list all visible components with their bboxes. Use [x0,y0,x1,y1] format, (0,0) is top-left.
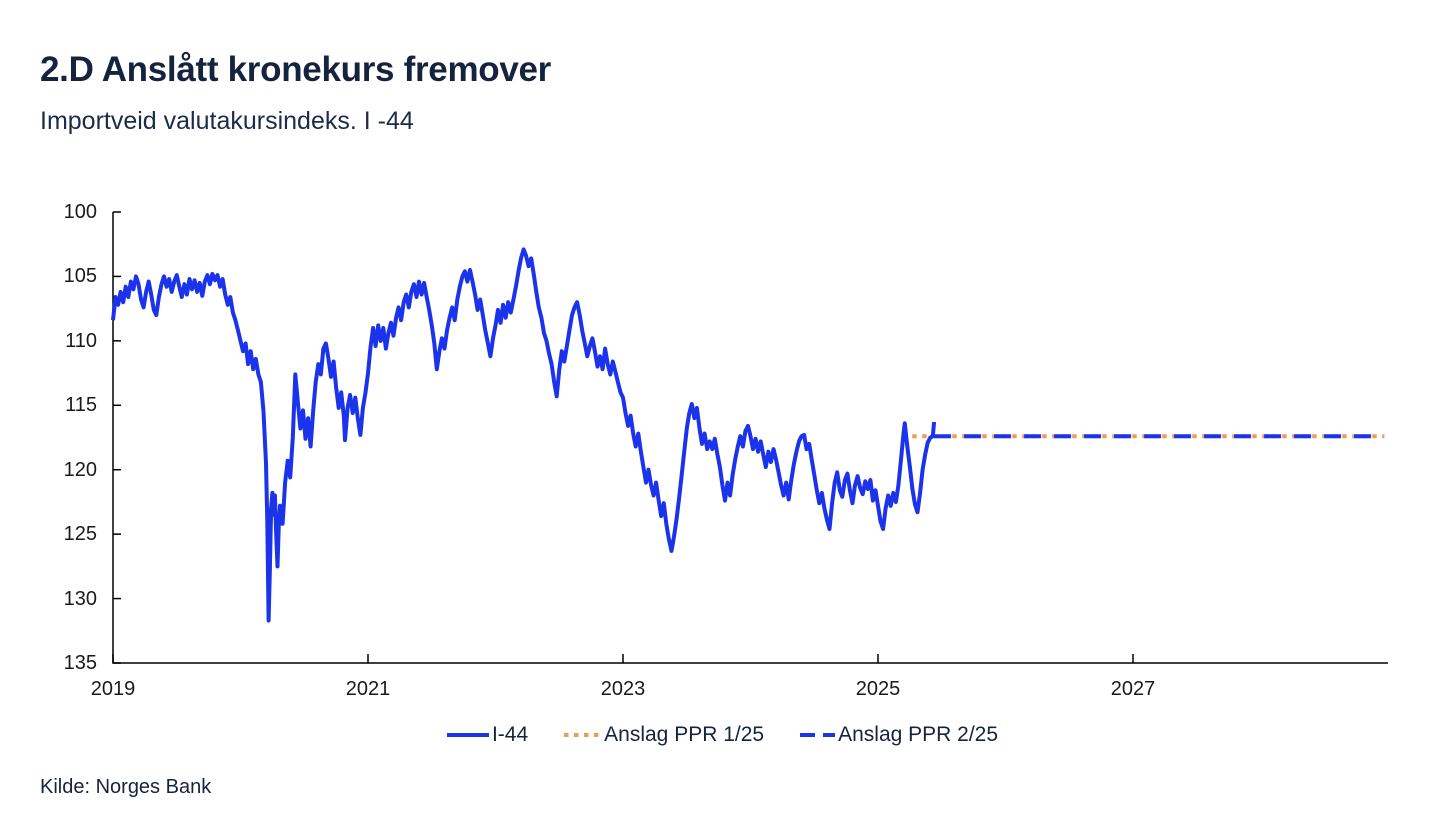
legend-label: I-44 [491,723,529,746]
dotted-line-swatch-icon [564,732,602,738]
dashed-line-swatch-icon [800,732,836,738]
legend-item-ppr-1-25: Anslag PPR 1/25 [564,723,764,747]
y-tick-label: 135 [63,652,97,674]
solid-line-swatch-icon [446,732,489,738]
y-tick-label: 125 [63,523,97,546]
i-44-line [111,247,937,623]
y-tick-label: 130 [63,587,97,610]
legend-label: Anslag PPR 2/25 [838,723,999,746]
y-tick-label: 120 [63,458,97,481]
x-tick-label: 2025 [855,678,901,700]
chart-title: 2.D Anslått kronekurs fremover [40,50,551,89]
legend: I-44 Anslag PPR 1/25 Anslag PPR 2/25 [0,723,1445,747]
x-tick-label: 2019 [90,678,136,700]
y-tick-label: 115 [65,394,97,417]
chart-subtitle: Importveid valutakursindeks. I -44 [40,107,414,135]
x-tick-label: 2023 [600,678,646,700]
y-tick-label: 105 [63,265,97,288]
x-tick-label: 2021 [345,678,391,700]
legend-item-i44: I-44 [446,723,529,747]
y-tick-label: 100 [63,201,97,223]
source-note: Kilde: Norges Bank [40,776,212,798]
x-tick-label: 2027 [1110,678,1156,700]
legend-label: Anslag PPR 1/25 [604,723,765,746]
legend-item-ppr-2-25: Anslag PPR 2/25 [800,723,998,747]
y-tick-label: 110 [65,329,97,352]
